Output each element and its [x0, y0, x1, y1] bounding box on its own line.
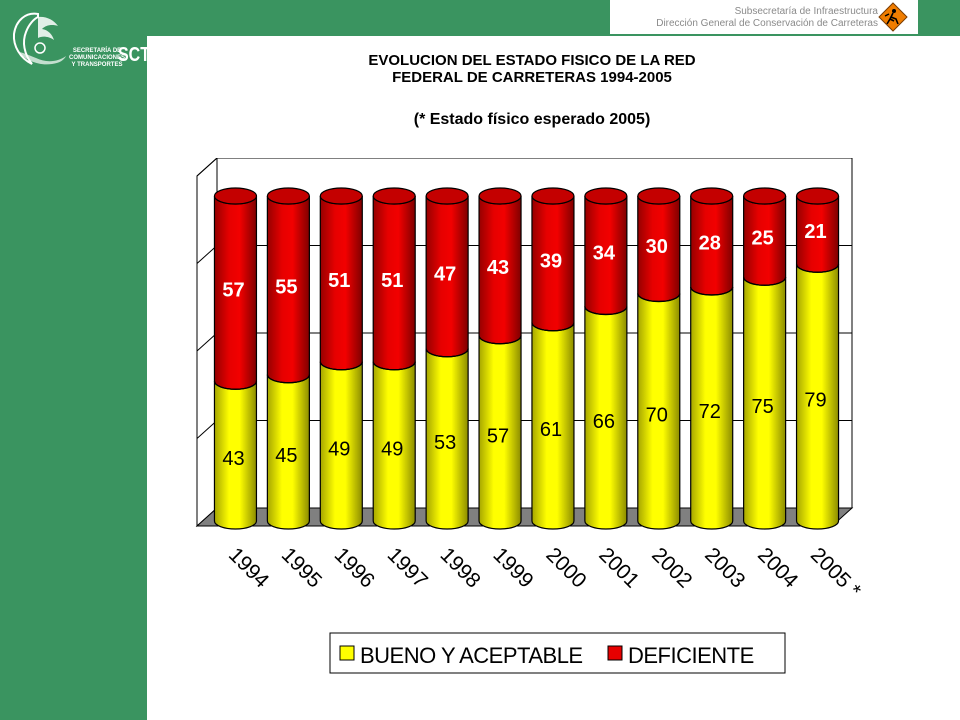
legend-swatch	[339, 645, 355, 661]
bar-deficiente-top	[690, 187, 734, 205]
bar-seam	[478, 335, 522, 345]
bar-deficiente-top	[743, 187, 787, 205]
chart-subtitle: (* Estado físico esperado 2005)	[413, 111, 651, 128]
data-label-bueno: 61	[540, 419, 562, 441]
header-info-box: Subsecretaría de Infraestructura Direcci…	[610, 0, 918, 34]
bar-deficiente-top	[266, 187, 310, 205]
data-label-deficiente: 39	[540, 250, 562, 272]
legend-box	[329, 632, 786, 674]
bar-seam	[584, 306, 628, 316]
x-tick-label: 1998	[436, 543, 485, 592]
data-label-deficiente: 51	[328, 270, 350, 292]
data-label-deficiente: 57	[222, 280, 244, 302]
x-tick-label: 2003	[700, 543, 749, 592]
chart-title-line-1: EVOLUCION DEL ESTADO FISICO DE LA RED	[368, 52, 696, 69]
data-label-deficiente: 25	[752, 228, 774, 250]
data-label-bueno: 53	[434, 432, 456, 454]
eagle-emblem-icon	[12, 12, 66, 65]
x-tick-label: 1999	[489, 543, 538, 592]
gridline-side	[196, 245, 218, 264]
data-label-bueno: 45	[275, 445, 297, 467]
x-tick-label: 1994	[224, 543, 274, 593]
bar-deficiente-top	[795, 187, 840, 205]
data-label-bueno: 66	[593, 411, 615, 433]
data-label-deficiente: 30	[646, 236, 668, 258]
bar-deficiente-top	[478, 187, 522, 205]
bar-seam	[319, 361, 363, 371]
stacked-bar-chart: 43 57 1994 45 55 1995 49 51 1996 49 51 1997 53 47 1998…	[195, 158, 865, 674]
x-tick-label: 2004	[753, 543, 803, 593]
bar-deficiente-top	[531, 187, 575, 205]
logo-line-3: Y TRANSPORTES	[71, 62, 123, 68]
bar-deficiente-top	[637, 187, 681, 205]
data-label-bueno: 79	[804, 390, 826, 412]
header-direccion: Dirección General de Conservación de Car…	[656, 18, 878, 29]
legend-label: DEFICIENTE	[628, 643, 754, 668]
data-label-bueno: 72	[699, 401, 721, 423]
sct-logo: SECRETARÍA DE COMUNICACIONES Y TRANSPORT…	[8, 8, 150, 78]
data-label-deficiente: 34	[593, 242, 616, 264]
data-label-deficiente: 51	[381, 270, 403, 292]
bar-seam	[795, 264, 840, 273]
data-label-deficiente: 55	[275, 276, 297, 298]
data-label-bueno: 43	[222, 448, 244, 470]
x-tick-label: 1997	[383, 543, 432, 592]
x-tick-label: 2005 *	[806, 543, 865, 602]
data-label-bueno: 75	[752, 396, 774, 418]
data-label-deficiente: 43	[487, 257, 509, 279]
x-tick-label: 2000	[541, 543, 590, 592]
x-tick-label: 2002	[647, 543, 696, 592]
logo-line-1: SECRETARÍA DE	[72, 48, 122, 54]
gridline-side	[196, 420, 218, 439]
bar-deficiente-top	[425, 187, 469, 205]
bar-seam	[425, 348, 469, 358]
road-work-sign-icon	[878, 2, 908, 32]
header-subsecretaria: Subsecretaría de Infraestructura	[734, 6, 878, 17]
bar-seam	[690, 286, 734, 296]
gridline-side	[196, 332, 218, 352]
legend-label: BUENO Y ACEPTABLE	[360, 643, 583, 668]
bar-seam	[743, 277, 787, 286]
gridline-side	[196, 158, 218, 177]
data-label-deficiente: 47	[434, 263, 456, 285]
bar-deficiente-top	[319, 187, 363, 205]
data-label-bueno: 70	[646, 404, 668, 426]
bar-seam	[637, 293, 681, 303]
data-label-bueno: 49	[381, 438, 403, 460]
x-tick-label: 2001	[594, 543, 643, 592]
data-label-bueno: 57	[487, 425, 509, 447]
legend-swatch	[607, 645, 623, 661]
bar-deficiente-top	[584, 187, 628, 205]
logo-acronym: SCT	[118, 44, 150, 66]
x-tick-label: 1995	[277, 543, 326, 592]
chart-title: EVOLUCION DEL ESTADO FISICO DE LA RED FE…	[282, 52, 782, 86]
bar-seam	[213, 381, 258, 390]
bar-deficiente-top	[213, 187, 258, 205]
bar-seam	[372, 361, 416, 371]
bar-seam	[531, 322, 575, 332]
data-label-bueno: 49	[328, 438, 350, 460]
x-tick-label: 1996	[330, 543, 379, 592]
logo-line-2: COMUNICACIONES	[68, 55, 125, 61]
bar-deficiente-top	[372, 187, 416, 205]
data-label-deficiente: 28	[699, 233, 721, 255]
data-label-deficiente: 21	[804, 221, 826, 243]
bar-seam	[266, 374, 310, 384]
sidebar-background	[0, 0, 147, 720]
chart-title-line-2: FEDERAL DE CARRETERAS 1994-2005	[392, 69, 672, 86]
